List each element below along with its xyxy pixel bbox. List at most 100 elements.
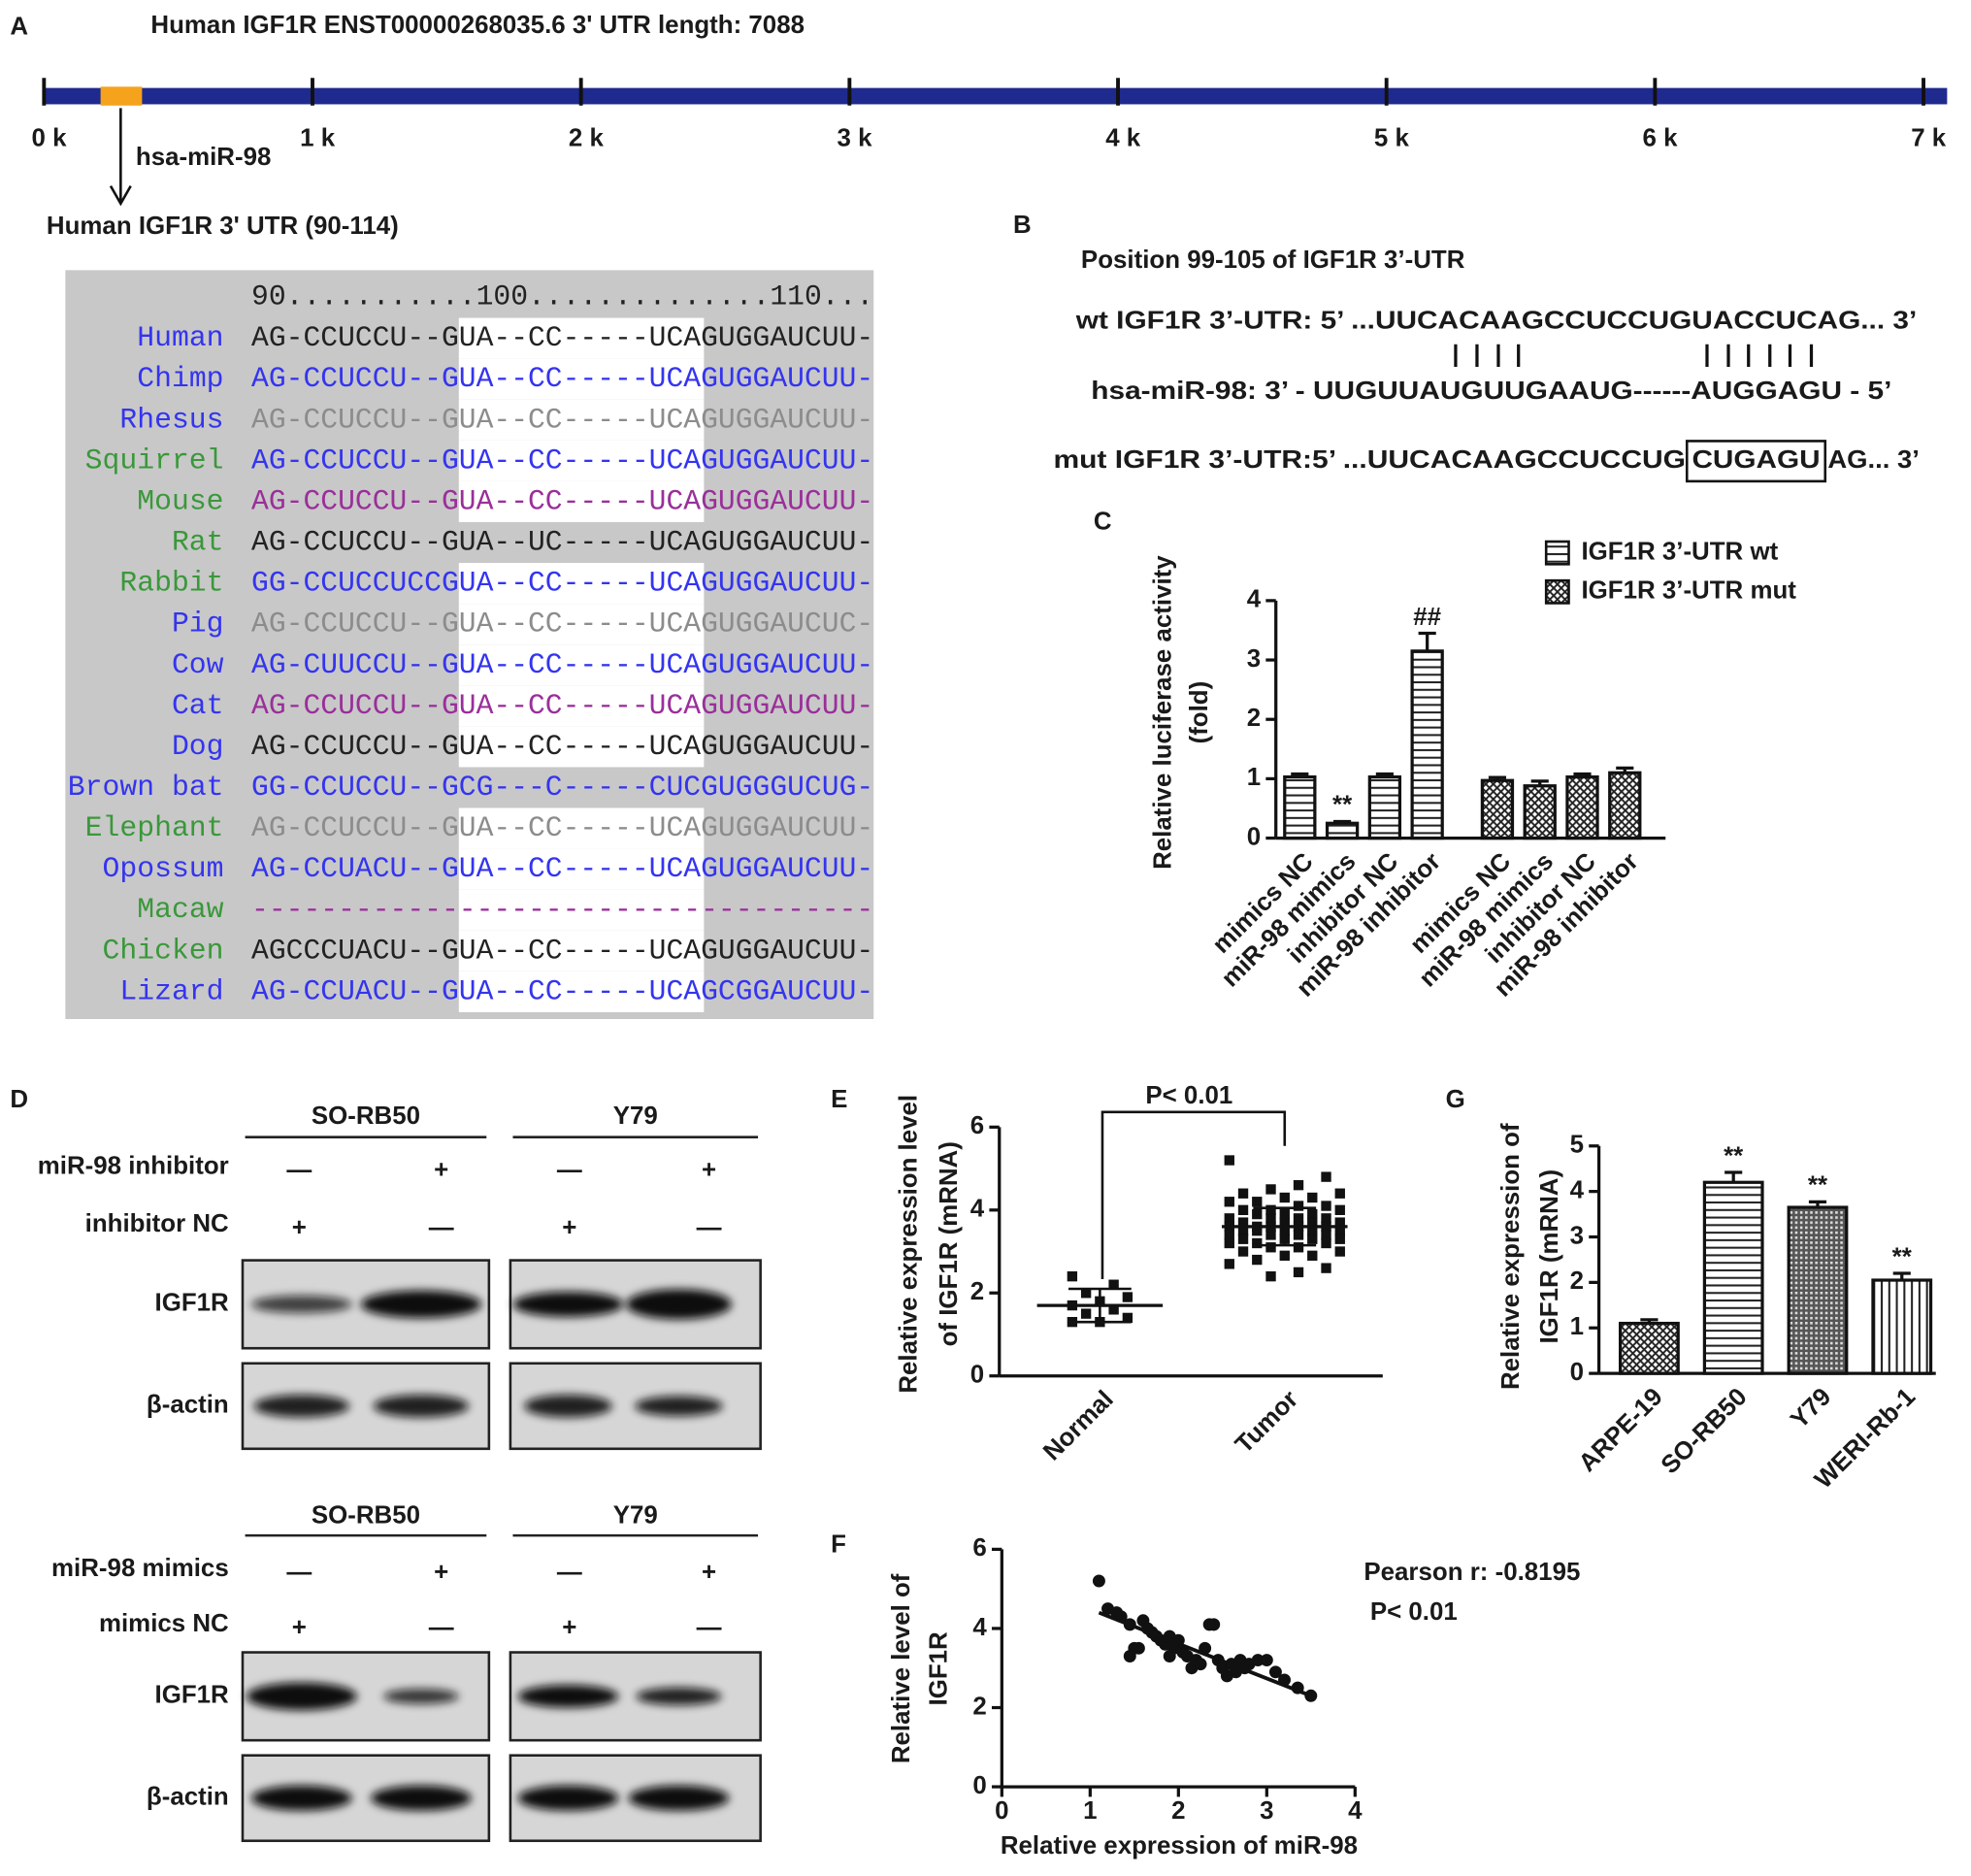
- cell-line-label: Y79: [613, 1103, 658, 1130]
- ruler: 90...........100..............110...: [251, 280, 873, 313]
- dot: [1307, 1225, 1318, 1236]
- species-name: Rabbit: [119, 567, 223, 600]
- blot-band: [635, 1396, 723, 1417]
- x-tick-label: 0 k: [32, 125, 68, 152]
- species-name: Macaw: [137, 893, 223, 926]
- significance-marker: **: [1332, 792, 1353, 819]
- dot: [1252, 1225, 1263, 1236]
- mut-sequence: mut IGF1R 3’-UTR:5’ ...UUCACAAGCCUCCUG: [1053, 446, 1686, 474]
- point: [1163, 1650, 1176, 1662]
- sequence: AG-CCUCCU--GUA--UC-----UCAGUGGAUCUU-: [251, 526, 873, 559]
- x-tick-label: 5 k: [1374, 125, 1410, 152]
- dot: [1293, 1230, 1304, 1240]
- treatment-sign: +: [562, 1614, 576, 1641]
- y-tick-label: 2: [972, 1693, 986, 1720]
- dot: [1252, 1254, 1263, 1266]
- species-name: Pig: [172, 608, 224, 641]
- y-tick-label: 4: [972, 1614, 987, 1641]
- point: [1123, 1650, 1136, 1662]
- treatment-sign: —: [697, 1214, 722, 1241]
- cell-line-label: SO-RB50: [312, 1103, 420, 1130]
- base-pairs: [1454, 344, 1814, 368]
- annotation: P< 0.01: [1370, 1598, 1458, 1626]
- wt-sequence: wt IGF1R 3’-UTR: 5’ ...UUCACAAGCCUCCUGUA…: [1075, 307, 1918, 334]
- blot-band: [371, 1785, 472, 1811]
- species-name: Opossum: [102, 852, 223, 885]
- cell-line-label: Y79: [613, 1502, 658, 1530]
- conserved-highlight: [458, 317, 705, 359]
- bar: [1618, 1321, 1680, 1375]
- sequence: AG-CCUCCU--GUA--CC-----UCAGUGGAUCUU-: [251, 321, 873, 354]
- dot: [1307, 1250, 1318, 1261]
- species-name: Chimp: [137, 362, 223, 395]
- y-tick-label: 6: [970, 1112, 984, 1139]
- panel-title: Human IGF1R ENST00000268035.6 3' UTR len…: [150, 12, 805, 39]
- x-axis-label: Relative expression of miR-98: [1001, 1832, 1358, 1860]
- conserved-highlight: [458, 726, 705, 768]
- significance-marker: **: [1724, 1142, 1744, 1169]
- blot-band: [626, 1289, 732, 1320]
- treatment-sign: —: [557, 1157, 582, 1184]
- dot: [1252, 1208, 1263, 1220]
- dot: [1279, 1192, 1290, 1203]
- y-axis-label: Relative expression of: [1497, 1123, 1525, 1390]
- dot: [1293, 1179, 1304, 1191]
- annotation: Pearson r: -0.8195: [1363, 1559, 1580, 1586]
- treatment-sign: +: [702, 1559, 716, 1586]
- species-name: Dog: [172, 730, 224, 763]
- sequence: GG-CCUCCU--GCG---C-----CUCGUGGGUCUG-: [251, 771, 873, 804]
- x-tick-label: 1: [1083, 1797, 1097, 1825]
- dot: [1224, 1259, 1234, 1269]
- y-tick-label: 4: [1570, 1176, 1585, 1203]
- y-tick-label: 1: [1247, 764, 1261, 791]
- x-tick-label: 6 k: [1643, 125, 1679, 152]
- point: [1207, 1618, 1221, 1631]
- conserved-highlight: [458, 889, 705, 931]
- dot: [1307, 1217, 1318, 1228]
- dot: [1293, 1242, 1304, 1253]
- sequence: AG-CCUACU--GUA--CC-----UCAGUGGAUCUU-: [251, 852, 873, 885]
- utr-bar: [44, 87, 1948, 105]
- blot-band: [251, 1785, 352, 1811]
- dot: [1293, 1267, 1304, 1278]
- x-tick-label: 7 k: [1911, 125, 1947, 152]
- conserved-highlight: [458, 930, 705, 971]
- dot: [1265, 1242, 1276, 1253]
- conserved-highlight: [458, 480, 705, 522]
- species-name: Squirrel: [85, 444, 224, 477]
- x-tick-label: 4 k: [1105, 125, 1141, 152]
- x-tick-label: 3: [1260, 1797, 1273, 1825]
- bar: [1367, 774, 1402, 840]
- y-tick-label: 3: [1570, 1222, 1584, 1249]
- conserved-highlight: [458, 971, 705, 1012]
- y-tick-label: 0: [970, 1362, 984, 1389]
- bar: [1480, 778, 1515, 840]
- species-name: Human: [137, 321, 223, 354]
- legend-label: IGF1R 3’-UTR mut: [1581, 577, 1796, 605]
- point: [1251, 1654, 1265, 1667]
- species-name: Rat: [172, 526, 224, 559]
- dot: [1224, 1155, 1234, 1166]
- sequence: AG-CCUCCU--GUA--CC-----UCAGUGGAUCUU-: [251, 484, 873, 517]
- dot: [1334, 1188, 1345, 1199]
- blot-band: [383, 1689, 459, 1704]
- panel-label: D: [10, 1086, 28, 1113]
- blot-band: [512, 1291, 624, 1317]
- y-axis-label: of IGF1R (mRNA): [936, 1141, 963, 1346]
- dot: [1265, 1184, 1276, 1195]
- significance-marker: **: [1808, 1172, 1828, 1200]
- dot: [1237, 1217, 1249, 1228]
- sequence: AG-CCUCCU--GUA--CC-----UCAGUGGAUCUC-: [251, 608, 873, 641]
- species-name: Cow: [172, 648, 224, 681]
- sequence: AG-CCUCCU--GUA--CC-----UCAGUGGAUCUU-: [251, 811, 873, 844]
- dot: [1224, 1237, 1234, 1249]
- conserved-highlight: [458, 563, 705, 605]
- conserved-highlight: [458, 604, 705, 645]
- x-tick-label: 2: [1171, 1797, 1185, 1825]
- blot-band: [517, 1785, 619, 1811]
- treatment-label: mimics NC: [99, 1610, 229, 1637]
- region-label: Human IGF1R 3' UTR (90-114): [47, 213, 399, 240]
- panel-label: A: [10, 13, 28, 40]
- panel-label: E: [831, 1086, 847, 1113]
- point: [1194, 1658, 1207, 1671]
